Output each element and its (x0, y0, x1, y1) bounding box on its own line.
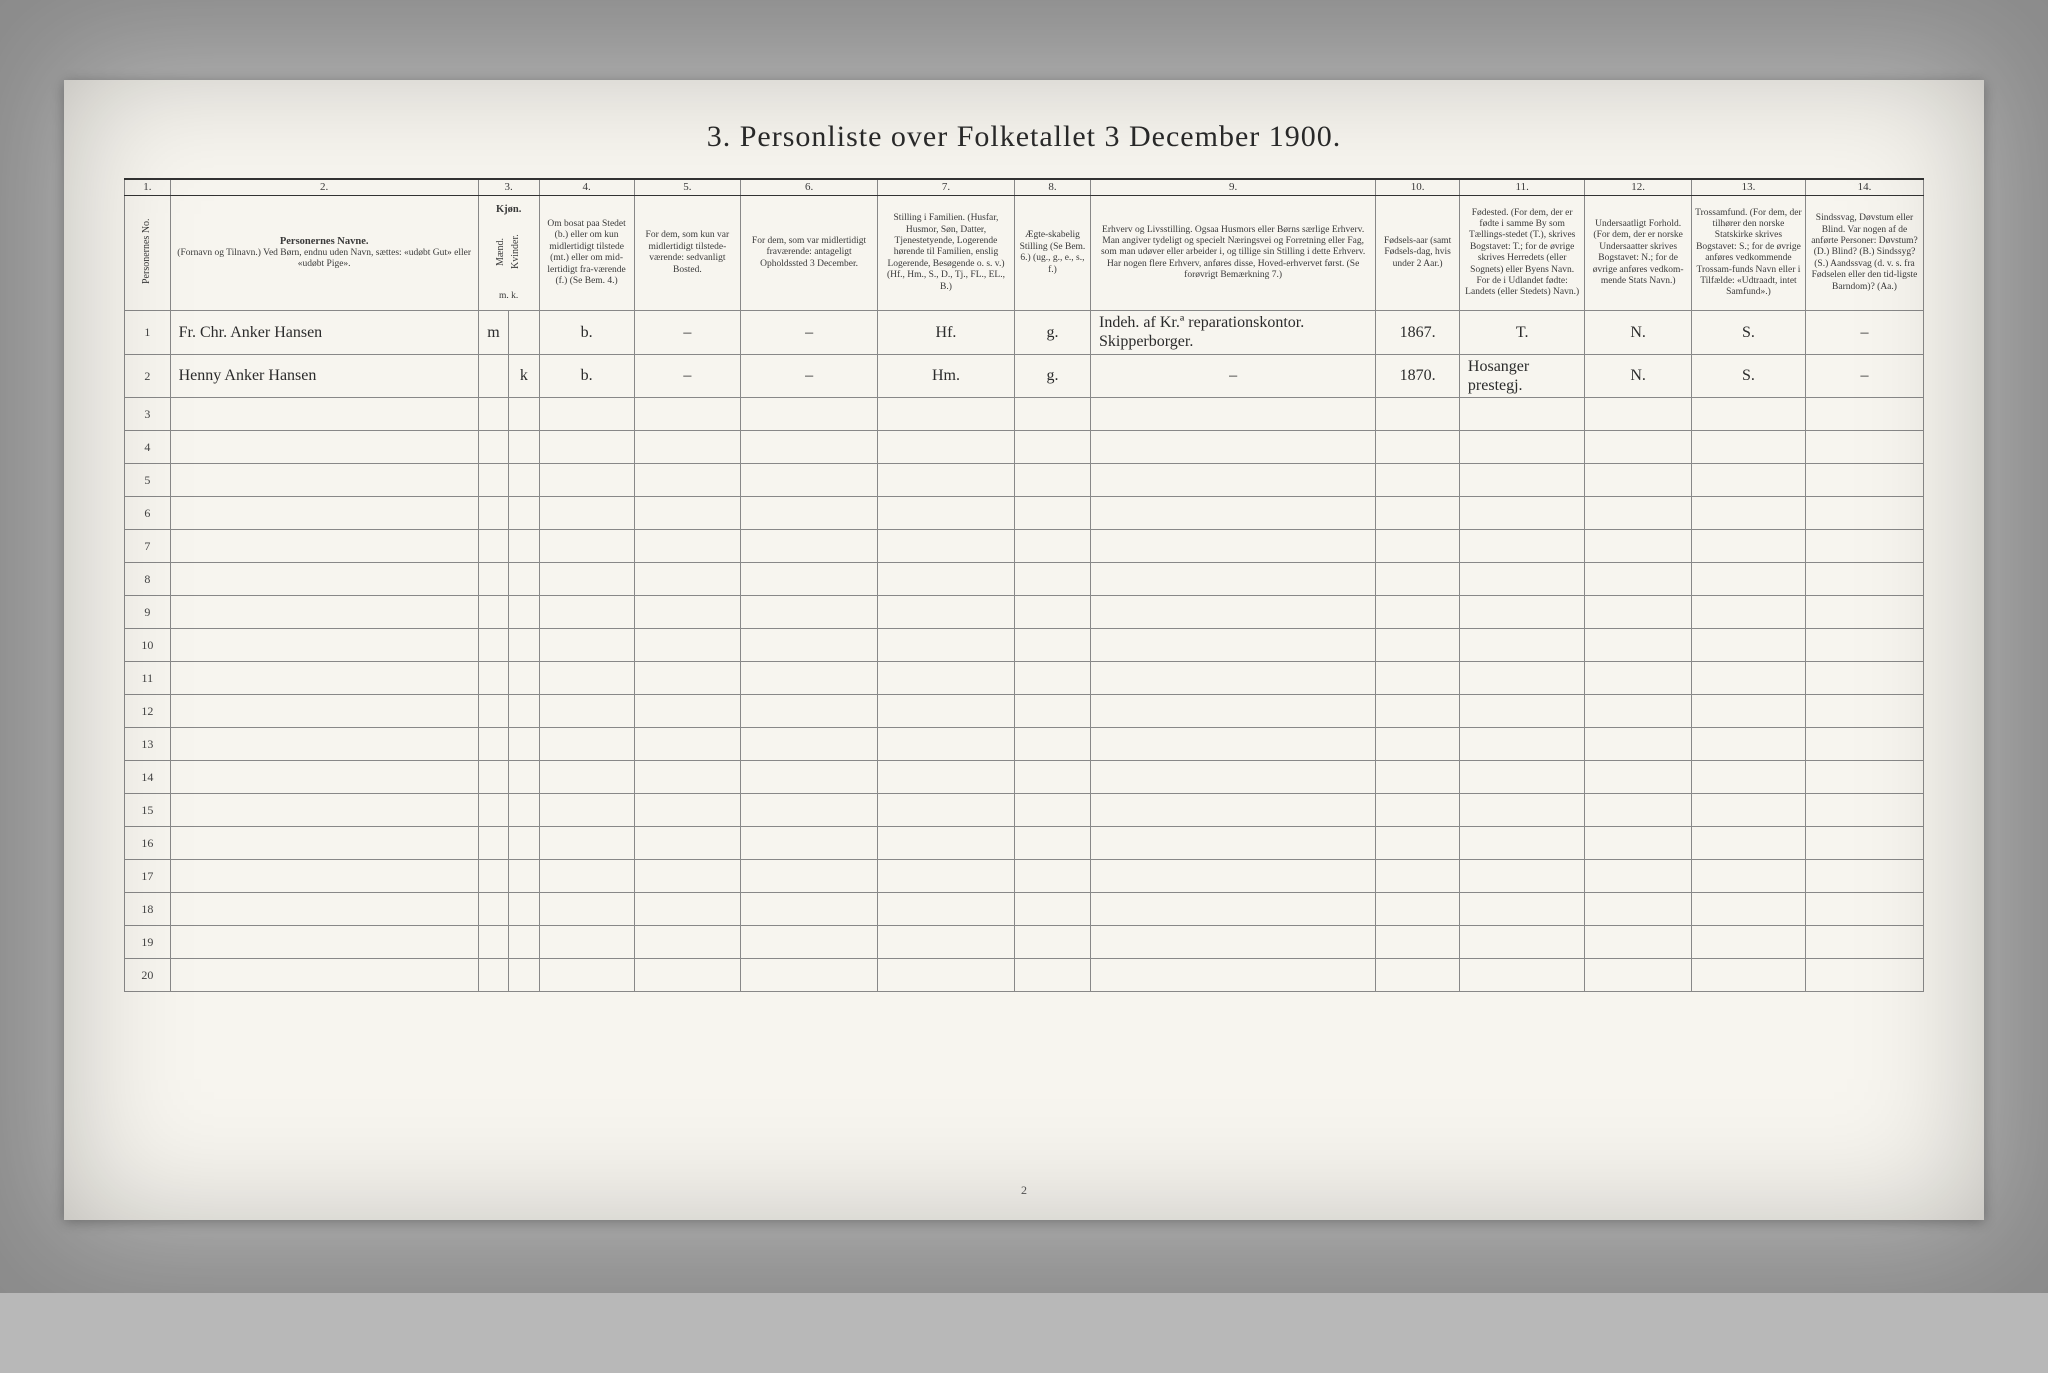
cell-disability: – (1805, 354, 1923, 397)
colnum-7: 7. (878, 179, 1015, 196)
header-birthplace: Fødested. (For dem, der er fødte i samme… (1459, 196, 1585, 311)
table-body: 1 Fr. Chr. Anker Hansen m b. – – Hf. g. … (125, 311, 1924, 992)
cell-nationality: N. (1585, 354, 1691, 397)
cell-occupation: – (1090, 354, 1375, 397)
colnum-1: 1. (125, 179, 171, 196)
cell-birthplace: Hosanger prestegj. (1459, 354, 1585, 397)
colnum-11: 11. (1459, 179, 1585, 196)
cell-temp-present: – (634, 354, 740, 397)
cell-marital: g. (1014, 311, 1090, 354)
colnum-12: 12. (1585, 179, 1691, 196)
cell-sex-m (478, 354, 508, 397)
table-row-empty: 12 (125, 694, 1924, 727)
cell-name: Fr. Chr. Anker Hansen (170, 311, 478, 354)
page-title: 3. Personliste over Folketallet 3 Decemb… (124, 120, 1924, 154)
header-disability: Sindssvag, Døvstum eller Blind. Var noge… (1805, 196, 1923, 311)
table-row-empty: 7 (125, 529, 1924, 562)
colnum-4: 4. (539, 179, 634, 196)
cell-birthyear: 1870. (1376, 354, 1460, 397)
row-no: 2 (125, 354, 171, 397)
cell-temp-absent: – (741, 311, 878, 354)
table-row-empty: 4 (125, 430, 1924, 463)
cell-nationality: N. (1585, 311, 1691, 354)
header-residence: Om bosat paa Stedet (b.) eller om kun mi… (539, 196, 634, 311)
colnum-3: 3. (478, 179, 539, 196)
table-row-empty: 11 (125, 661, 1924, 694)
colnum-5: 5. (634, 179, 740, 196)
table-row-empty: 13 (125, 727, 1924, 760)
table-row-empty: 5 (125, 463, 1924, 496)
cell-temp-present: – (634, 311, 740, 354)
table-row-empty: 3 (125, 397, 1924, 430)
table-row-empty: 14 (125, 760, 1924, 793)
header-family-pos: Stilling i Familien. (Husfar, Husmor, Sø… (878, 196, 1015, 311)
census-table: 1. 2. 3. 4. 5. 6. 7. 8. 9. 10. 11. 12. 1… (124, 178, 1924, 992)
table-row: 2 Henny Anker Hansen k b. – – Hm. g. – 1… (125, 354, 1924, 397)
cell-family-pos: Hf. (878, 311, 1015, 354)
header-sex: Kjøn. Mænd. Kvinder. m. k. (478, 196, 539, 311)
header-personno: Personernes No. (125, 196, 171, 311)
column-header-row: Personernes No. Personernes Navne. (Forn… (125, 196, 1924, 311)
cell-temp-absent: – (741, 354, 878, 397)
cell-name: Henny Anker Hansen (170, 354, 478, 397)
header-marital: Ægte-skabelig Stilling (Se Bem. 6.) (ug.… (1014, 196, 1090, 311)
table-row-empty: 20 (125, 958, 1924, 991)
page-number: 2 (1021, 1183, 1027, 1198)
colnum-10: 10. (1376, 179, 1460, 196)
header-names: Personernes Navne. (Fornavn og Tilnavn.)… (170, 196, 478, 311)
cell-birthyear: 1867. (1376, 311, 1460, 354)
table-row-empty: 16 (125, 826, 1924, 859)
colnum-2: 2. (170, 179, 478, 196)
column-number-row: 1. 2. 3. 4. 5. 6. 7. 8. 9. 10. 11. 12. 1… (125, 179, 1924, 196)
colnum-6: 6. (741, 179, 878, 196)
cell-residence: b. (539, 311, 634, 354)
cell-religion: S. (1691, 354, 1805, 397)
table-row: 1 Fr. Chr. Anker Hansen m b. – – Hf. g. … (125, 311, 1924, 354)
cell-disability: – (1805, 311, 1923, 354)
cell-occupation: Indeh. af Kr.ª reparationskontor. Skippe… (1090, 311, 1375, 354)
cell-marital: g. (1014, 354, 1090, 397)
colnum-8: 8. (1014, 179, 1090, 196)
header-occupation: Erhverv og Livsstilling. Ogsaa Husmors e… (1090, 196, 1375, 311)
cell-birthplace: T. (1459, 311, 1585, 354)
table-row-empty: 15 (125, 793, 1924, 826)
cell-family-pos: Hm. (878, 354, 1015, 397)
cell-religion: S. (1691, 311, 1805, 354)
cell-sex-k (509, 311, 539, 354)
header-religion: Trossamfund. (For dem, der tilhører den … (1691, 196, 1805, 311)
header-nationality: Undersaatligt Forhold. (For dem, der er … (1585, 196, 1691, 311)
table-row-empty: 17 (125, 859, 1924, 892)
header-temp-present: For dem, som kun var midlertidigt tilste… (634, 196, 740, 311)
table-row-empty: 6 (125, 496, 1924, 529)
table-row-empty: 9 (125, 595, 1924, 628)
table-row-empty: 8 (125, 562, 1924, 595)
table-row-empty: 18 (125, 892, 1924, 925)
colnum-13: 13. (1691, 179, 1805, 196)
cell-sex-m: m (478, 311, 508, 354)
header-temp-absent: For dem, som var midlertidigt fraværende… (741, 196, 878, 311)
cell-residence: b. (539, 354, 634, 397)
table-row-empty: 19 (125, 925, 1924, 958)
colnum-9: 9. (1090, 179, 1375, 196)
colnum-14: 14. (1805, 179, 1923, 196)
cell-sex-k: k (509, 354, 539, 397)
row-no: 1 (125, 311, 171, 354)
census-page: 3. Personliste over Folketallet 3 Decemb… (64, 80, 1984, 1220)
table-row-empty: 10 (125, 628, 1924, 661)
header-birthyear: Fødsels-aar (samt Fødsels-dag, hvis unde… (1376, 196, 1460, 311)
